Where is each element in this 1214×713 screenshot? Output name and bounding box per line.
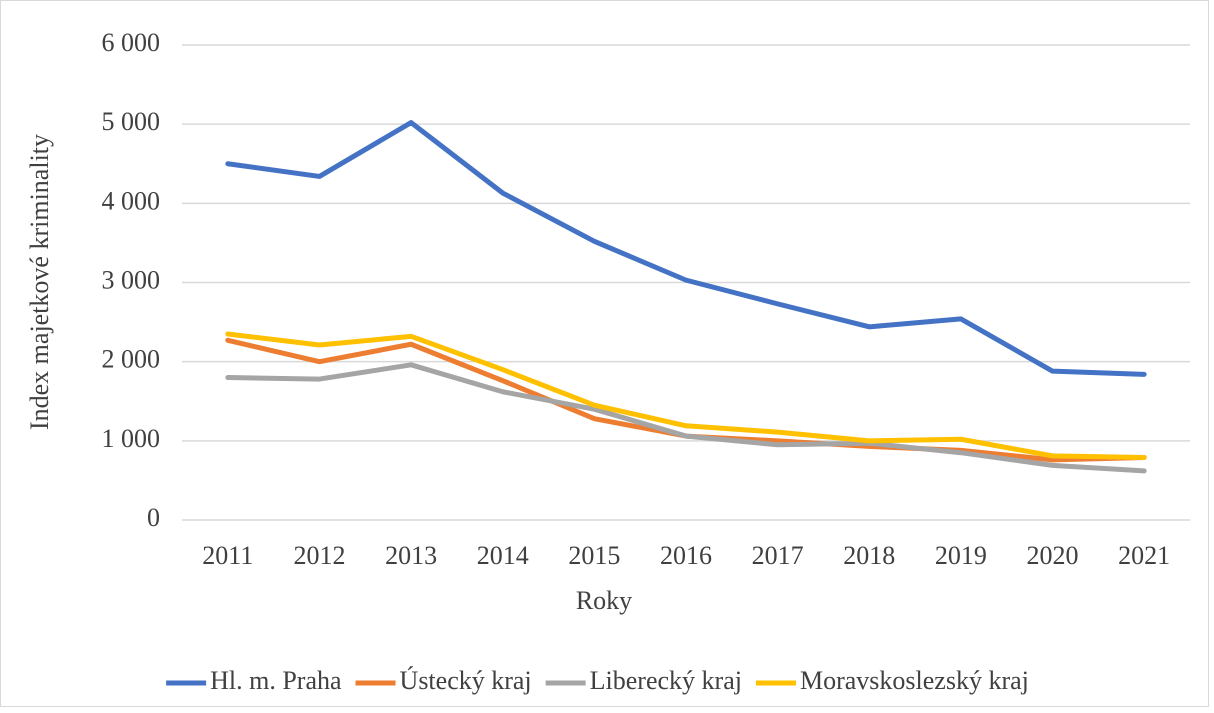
y-tick-label: 0 — [147, 503, 160, 532]
x-tick-label: 2018 — [843, 541, 895, 570]
x-tick-label: 2015 — [568, 541, 620, 570]
y-tick-label: 3 000 — [102, 265, 161, 294]
y-tick-label: 5 000 — [102, 107, 161, 136]
x-tick-label: 2020 — [1027, 541, 1079, 570]
legend-label: Ústecký kraj — [400, 666, 532, 695]
y-tick-label: 2 000 — [102, 345, 161, 374]
x-tick-label: 2012 — [293, 541, 345, 570]
x-tick-label: 2019 — [935, 541, 987, 570]
line-series — [225, 120, 1147, 377]
x-tick-label: 2014 — [477, 541, 529, 570]
legend-item: Liberecký kraj — [545, 666, 742, 695]
line-series — [225, 362, 1147, 474]
x-tick-label: 2016 — [660, 541, 712, 570]
x-tick-label: 2013 — [385, 541, 437, 570]
legend-item: Ústecký kraj — [355, 666, 532, 695]
legend-label: Liberecký kraj — [590, 666, 742, 695]
x-tick-label: 2017 — [752, 541, 804, 570]
legend-label: Hl. m. Praha — [210, 666, 342, 695]
legend-item: Hl. m. Praha — [166, 666, 342, 695]
y-tick-label: 6 000 — [102, 28, 161, 57]
x-axis-label: Roky — [576, 586, 632, 615]
legend-label: Moravskoslezský kraj — [800, 666, 1029, 695]
y-axis-label: Index majetkové kriminality — [25, 134, 54, 430]
x-tick-label: 2021 — [1118, 541, 1170, 570]
x-tick-label: 2011 — [202, 541, 253, 570]
y-tick-label: 1 000 — [102, 424, 161, 453]
y-tick-label: 4 000 — [102, 186, 161, 215]
line-series — [225, 331, 1147, 460]
legend-item: Moravskoslezský kraj — [755, 666, 1029, 695]
